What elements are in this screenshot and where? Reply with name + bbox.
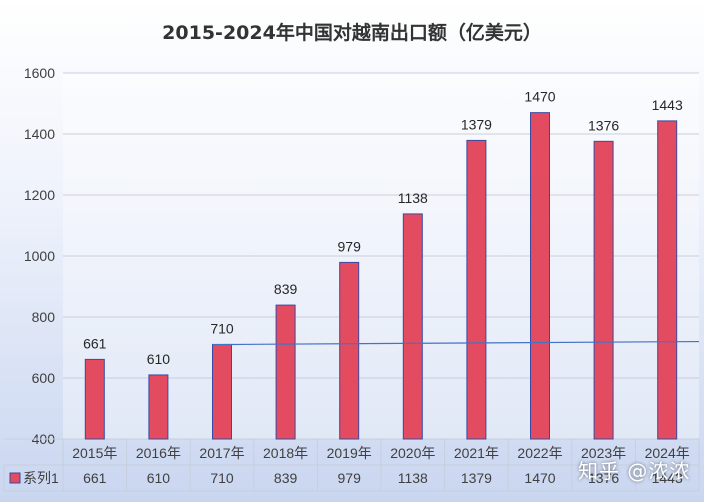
table-cell: 1138 — [398, 470, 428, 486]
data-label: 839 — [274, 281, 298, 297]
table-cell: 1470 — [524, 470, 555, 486]
y-tick-label: 1400 — [24, 126, 55, 142]
data-label: 1443 — [652, 97, 683, 113]
table-cell: 661 — [83, 470, 107, 486]
bar — [402, 213, 423, 440]
x-tick-label: 2024年 — [645, 445, 690, 461]
x-tick-label: 2017年 — [199, 445, 244, 461]
data-label: 979 — [338, 238, 362, 254]
x-tick-label: 2021年 — [454, 445, 499, 461]
x-tick-label: 2018年 — [263, 445, 308, 461]
chart-title: 2015-2024年中国对越南出口额（亿美元） — [162, 21, 542, 44]
data-label: 1379 — [461, 116, 492, 132]
bar — [148, 374, 169, 440]
x-tick-label: 2016年 — [136, 445, 181, 461]
table-cell: 979 — [338, 470, 362, 486]
table-cell: 1443 — [652, 470, 683, 486]
data-label: 610 — [147, 351, 171, 367]
x-tick-label: 2015年 — [72, 445, 117, 461]
y-tick-label: 800 — [32, 309, 56, 325]
x-tick-label: 2019年 — [327, 445, 372, 461]
y-tick-label: 1200 — [24, 187, 55, 203]
data-label: 1470 — [524, 89, 555, 105]
table-cell: 610 — [147, 470, 171, 486]
bar — [466, 139, 487, 440]
x-tick-label: 2022年 — [517, 445, 562, 461]
bar — [339, 261, 360, 440]
table-cell: 1376 — [588, 470, 619, 486]
data-label: 1138 — [398, 190, 428, 206]
bar — [212, 343, 232, 440]
x-tick-label: 2023年 — [581, 445, 626, 461]
table-cell: 839 — [274, 470, 298, 486]
watermark: 知乎 @浓浓 — [578, 459, 691, 483]
bar — [275, 304, 296, 440]
y-tick-label: 1600 — [24, 65, 55, 81]
y-tick-label: 1000 — [24, 248, 55, 264]
series-name: 系列1 — [23, 470, 59, 486]
bar — [530, 112, 550, 440]
bar — [657, 120, 678, 440]
x-tick-label: 2020年 — [390, 445, 435, 461]
table-cell: 1379 — [461, 470, 492, 486]
data-label: 1376 — [588, 117, 619, 133]
y-tick-label: 600 — [32, 370, 56, 386]
legend-key — [9, 472, 21, 484]
bar — [593, 140, 614, 440]
data-label: 710 — [210, 320, 234, 336]
plot-area: 40060080010001200140016006612015年6616102… — [3, 65, 700, 492]
bar — [84, 358, 105, 440]
data-label: 661 — [83, 335, 107, 351]
trendline — [212, 340, 700, 346]
table-cell: 710 — [210, 470, 234, 486]
